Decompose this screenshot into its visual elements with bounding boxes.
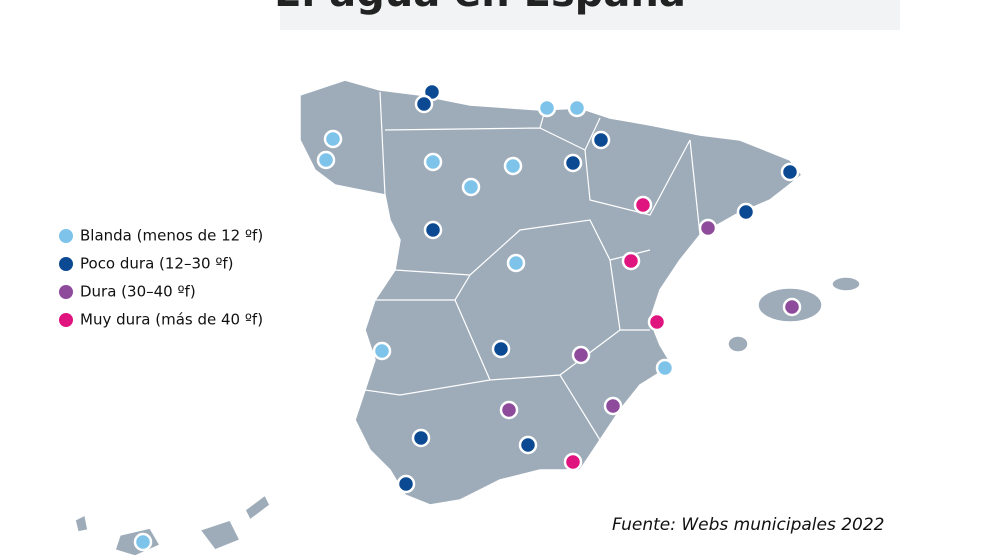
canarias: [74, 493, 271, 556]
title-band: [280, 0, 900, 30]
city-dot: [563, 452, 583, 472]
city-dot: [571, 345, 591, 365]
city-dot: [698, 218, 718, 238]
legend-swatch: [59, 229, 73, 243]
legend-label: Dura (30–40 ºf): [80, 283, 196, 301]
legend-label: Blanda (menos de 12 ºf): [80, 227, 263, 245]
city-dots: [133, 82, 802, 552]
legend-swatch: [59, 285, 73, 299]
city-dot: [736, 202, 756, 222]
legend-label: Muy dura (más de 40 ºf): [80, 311, 263, 329]
legend: Blanda (menos de 12 ºf) Poco dura (12–30 …: [59, 227, 263, 329]
title: El agua en España: [274, 0, 686, 16]
city-dot: [396, 474, 416, 494]
city-dot: [499, 400, 519, 420]
city-dot: [503, 156, 523, 176]
city-dot: [518, 435, 538, 455]
city-dot: [423, 152, 443, 172]
city-dot: [647, 312, 667, 332]
city-dot: [491, 339, 511, 359]
city-dot: [782, 297, 802, 317]
region-borders: [364, 91, 701, 441]
city-dot: [567, 98, 587, 118]
legend-swatch: [59, 313, 73, 327]
city-dot: [323, 129, 343, 149]
city-dot: [506, 253, 526, 273]
legend-label: Poco dura (12–30 ºf): [80, 255, 234, 273]
menorca: [831, 276, 861, 292]
city-dot: [461, 177, 481, 197]
city-dot: [780, 162, 800, 182]
city-dot: [414, 94, 434, 114]
city-dot: [411, 428, 431, 448]
city-dot: [603, 396, 623, 416]
city-dot: [423, 220, 443, 240]
city-dot: [372, 341, 392, 361]
city-dot: [316, 150, 336, 170]
peninsula: [299, 79, 804, 506]
city-dot: [621, 251, 641, 271]
city-dot: [563, 153, 583, 173]
ibiza: [727, 335, 749, 353]
city-dot: [655, 358, 675, 378]
city-dot: [633, 195, 653, 215]
city-dot: [133, 532, 153, 552]
legend-swatch: [59, 257, 73, 271]
city-dot: [591, 130, 611, 150]
map: [74, 79, 861, 556]
city-dot: [537, 98, 557, 118]
source: Fuente: Webs municipales 2022: [612, 515, 885, 535]
